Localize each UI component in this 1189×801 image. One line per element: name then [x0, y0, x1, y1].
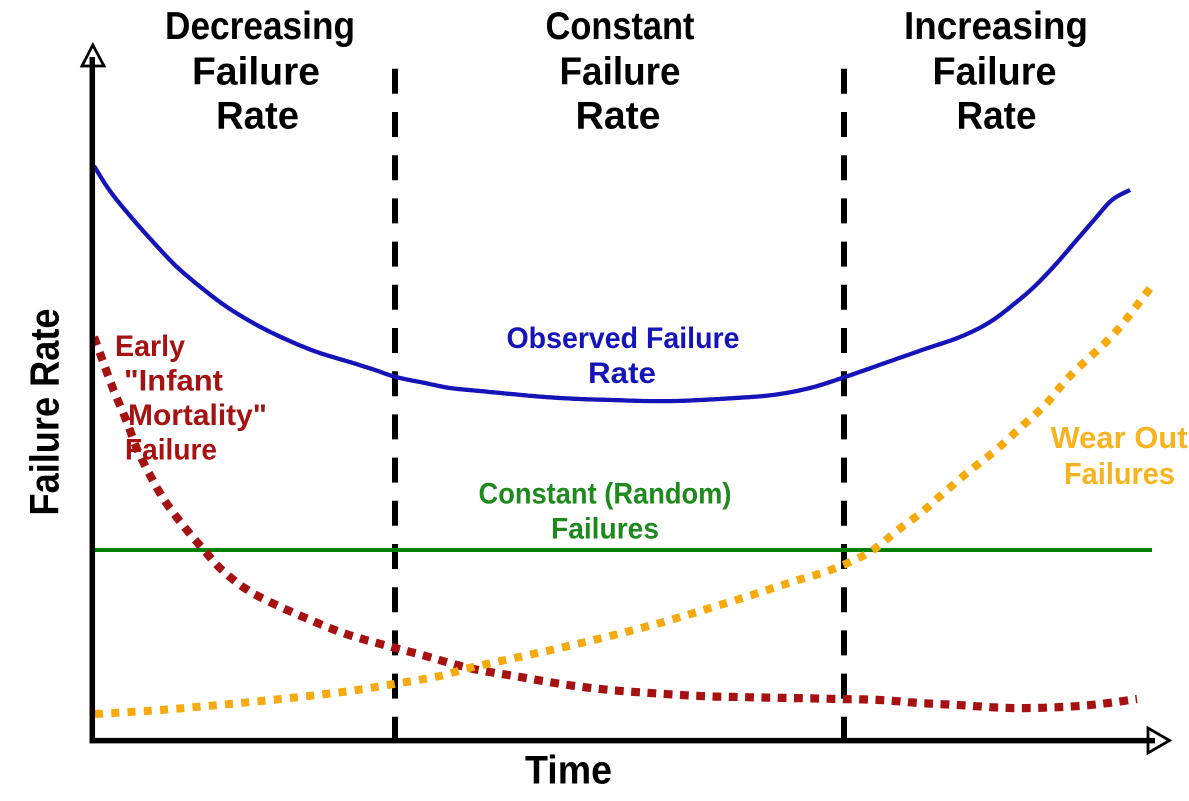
- svg-text:Failure: Failure: [125, 434, 217, 467]
- svg-text:Failure: Failure: [933, 51, 1057, 94]
- svg-text:Failures: Failures: [1064, 456, 1175, 491]
- svg-text:Failure Rate: Failure Rate: [22, 309, 68, 516]
- svg-text:"Infant: "Infant: [124, 365, 223, 398]
- svg-text:Constant: Constant: [546, 5, 695, 48]
- svg-text:Failure: Failure: [192, 51, 320, 94]
- svg-text:Mortality": Mortality": [128, 399, 267, 432]
- svg-text:Failures: Failures: [551, 512, 659, 545]
- svg-text:Time: Time: [525, 749, 612, 793]
- svg-text:Rate: Rate: [576, 95, 661, 138]
- svg-text:Wear Out: Wear Out: [1051, 420, 1188, 455]
- svg-text:Decreasing: Decreasing: [165, 5, 355, 48]
- svg-text:Early: Early: [115, 330, 186, 363]
- svg-text:Increasing: Increasing: [904, 5, 1088, 48]
- svg-text:Observed Failure: Observed Failure: [507, 322, 740, 355]
- svg-text:Failure: Failure: [560, 51, 681, 94]
- svg-text:Rate: Rate: [588, 357, 656, 390]
- svg-text:Rate: Rate: [216, 95, 299, 138]
- svg-text:Constant (Random): Constant (Random): [479, 478, 732, 511]
- svg-text:Rate: Rate: [957, 95, 1037, 138]
